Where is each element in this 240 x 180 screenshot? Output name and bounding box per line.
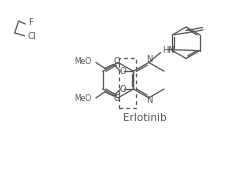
Text: MeO: MeO (74, 57, 91, 66)
Text: O: O (119, 85, 126, 94)
Text: N: N (147, 55, 153, 64)
Text: MeO: MeO (74, 94, 91, 103)
Text: O: O (119, 67, 126, 76)
Text: F: F (28, 18, 34, 27)
Text: O: O (113, 94, 120, 103)
Text: O: O (113, 57, 120, 66)
Text: HN: HN (162, 46, 175, 55)
Text: Erlotinib: Erlotinib (123, 112, 166, 123)
Text: Cl: Cl (27, 32, 36, 41)
Text: N: N (147, 96, 153, 105)
